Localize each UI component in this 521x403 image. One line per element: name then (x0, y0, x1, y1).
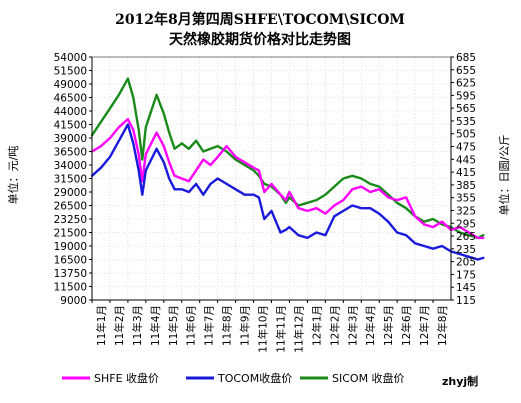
series-line-2 (90, 77, 485, 240)
y-right-tick-label: 145 (456, 282, 476, 294)
x-tick-label: 11年3月 (131, 305, 144, 346)
y-left-tick-label: 51500 (54, 66, 87, 78)
y-left-tick-label: 41500 (54, 120, 87, 132)
legend: SHFE 收盘价 TOCOM收盘价 SICOM 收盘价 (62, 371, 405, 385)
y-left-tick-label: 54000 (54, 52, 87, 64)
credit-label: zhyj制 (442, 374, 478, 388)
x-tick-label: 11年8月 (221, 305, 234, 346)
y-right-tick-label: 355 (456, 193, 476, 205)
x-tick-label: 11年6月 (185, 305, 198, 346)
x-tick-label: 11年11月 (274, 305, 287, 353)
chart-subtitle: 天然橡胶期货价格对比走势图 (169, 31, 351, 48)
y-left-tick-label: 39000 (54, 133, 87, 145)
y-left-tick-label: 44000 (54, 106, 87, 118)
y-left-tick-label: 31500 (54, 174, 87, 186)
x-tick-label: 12年5月 (382, 305, 395, 346)
plot-area (91, 56, 452, 301)
y-right-tick-label: 265 (456, 231, 476, 243)
x-tick-label: 11年10月 (257, 305, 270, 353)
x-tick-label: 12年3月 (346, 305, 359, 346)
y-axis-right-label: 单位：日圆/公斤 (497, 135, 511, 216)
y-left-tick-label: 29000 (54, 187, 87, 199)
y-left-tick-label: 34000 (54, 160, 87, 172)
y-right-tick-label: 115 (456, 295, 476, 307)
series-line-1 (90, 123, 485, 261)
y-axis-left-label: 单位：元/吨 (6, 146, 20, 205)
x-tick-label: 12年2月 (328, 305, 341, 346)
x-tick-label: 11年4月 (149, 305, 162, 346)
series-line-0 (90, 117, 485, 240)
y-right-tick-label: 205 (456, 257, 476, 269)
x-tick-label: 11年2月 (113, 305, 126, 346)
y-right-tick-label: 325 (456, 205, 476, 217)
y-right-tick-label: 235 (456, 244, 476, 256)
y-right-tick-label: 595 (456, 90, 476, 102)
y-right-tick-label: 685 (456, 52, 476, 64)
y-left-tick-label: 11500 (54, 282, 87, 294)
y-right-tick-label: 385 (456, 180, 476, 192)
y-right-tick-label: 175 (456, 269, 476, 281)
x-tick-label: 11年7月 (203, 305, 216, 346)
x-tick-label: 11年1月 (95, 305, 108, 346)
x-tick-label: 12年8月 (436, 305, 449, 346)
x-tick-label: 11年5月 (167, 305, 180, 346)
y-right-tick-label: 655 (456, 65, 476, 77)
legend-label-2: SICOM 收盘价 (332, 371, 405, 385)
x-tick-label: 12年1月 (310, 305, 323, 346)
y-left-tick-label: 49000 (54, 79, 87, 91)
y-right-tick-label: 625 (456, 78, 476, 90)
x-tick-label: 11年9月 (239, 305, 252, 346)
y-right-tick-label: 535 (456, 116, 476, 128)
y-right-tick-label: 445 (456, 154, 476, 166)
y-left-tick-label: 19000 (54, 241, 87, 253)
y-left-tick-label: 16500 (54, 255, 87, 267)
y-right-tick-label: 565 (456, 103, 476, 115)
y-left-tick-label: 9000 (60, 295, 87, 307)
plot-background (92, 57, 451, 300)
y-left-tick-label: 36500 (54, 147, 87, 159)
x-tick-label: 12年4月 (364, 305, 377, 346)
y-left-tick-label: 13750 (54, 268, 87, 280)
x-tick-label: 12年6月 (400, 305, 413, 346)
y-right-tick-label: 505 (456, 129, 476, 141)
y-right-tick-label: 475 (456, 142, 476, 154)
y-left-tick-label: 21500 (54, 228, 87, 240)
y-left-tick-label: 46500 (54, 93, 87, 105)
legend-label-1: TOCOM收盘价 (217, 371, 292, 385)
y-right-tick-label: 295 (456, 218, 476, 230)
y-left-tick-label: 23250 (54, 214, 87, 226)
chart-title: 2012年8月第四周SHFE\TOCOM\SICOM (115, 11, 405, 28)
x-tick-label: 11年12月 (292, 305, 305, 353)
legend-label-0: SHFE 收盘价 (94, 371, 159, 385)
x-tick-label: 12年7月 (418, 305, 431, 346)
series-layer (90, 77, 485, 261)
y-left-tick-label: 26500 (54, 201, 87, 213)
y-right-tick-label: 415 (456, 167, 476, 179)
